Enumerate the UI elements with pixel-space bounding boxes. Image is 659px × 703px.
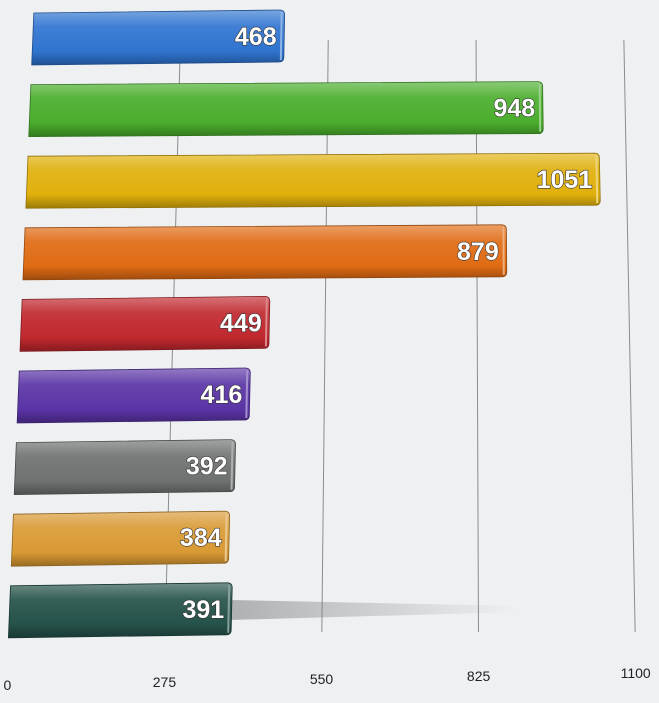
- bars: 468 948 1051 879 449 416 392 384 391: [8, 10, 600, 638]
- floor-shadow: [230, 600, 520, 620]
- bar-value-label: 1051: [537, 166, 593, 194]
- bar-group: 948: [29, 82, 543, 137]
- bar-group: 384: [11, 511, 229, 566]
- bar-end-highlight: [281, 12, 282, 60]
- bar-value-label: 384: [180, 524, 222, 552]
- x-tick-label: 275: [153, 674, 177, 690]
- bar-value-label: 416: [201, 381, 243, 409]
- x-axis-ticks: 0 275 550 825 1100: [3, 665, 650, 693]
- bar-value-label: 468: [235, 23, 277, 51]
- bar-group: 392: [14, 440, 235, 495]
- bar-end-highlight: [266, 298, 267, 346]
- bar-shadow: [230, 600, 520, 620]
- bar-end-highlight: [228, 585, 229, 633]
- bar-end-highlight: [226, 513, 227, 561]
- bar-value-label: 449: [220, 309, 262, 337]
- bar-end-highlight: [596, 155, 597, 203]
- bar-group: 449: [20, 296, 270, 351]
- bar: [29, 82, 543, 137]
- bar-group: 391: [8, 583, 232, 638]
- bar-end-highlight: [540, 84, 541, 132]
- x-tick-label: 1100: [621, 665, 651, 681]
- bar-value-label: 392: [186, 453, 228, 481]
- bar-group: 468: [32, 10, 285, 65]
- bar: [23, 225, 507, 280]
- bar-value-label: 879: [457, 238, 499, 266]
- grid-line: [624, 40, 635, 632]
- bar: [26, 153, 600, 208]
- x-tick-label: 825: [467, 668, 491, 684]
- bar-end-highlight: [232, 442, 233, 490]
- x-tick-label: 550: [310, 671, 334, 687]
- x-tick-label: 0: [3, 677, 11, 693]
- bar-value-label: 948: [493, 95, 535, 123]
- bar-group: 879: [23, 225, 507, 280]
- bar-group: 1051: [26, 153, 600, 208]
- bar-end-highlight: [246, 370, 247, 418]
- bar-group: 416: [17, 368, 250, 423]
- bar-value-label: 391: [182, 596, 224, 624]
